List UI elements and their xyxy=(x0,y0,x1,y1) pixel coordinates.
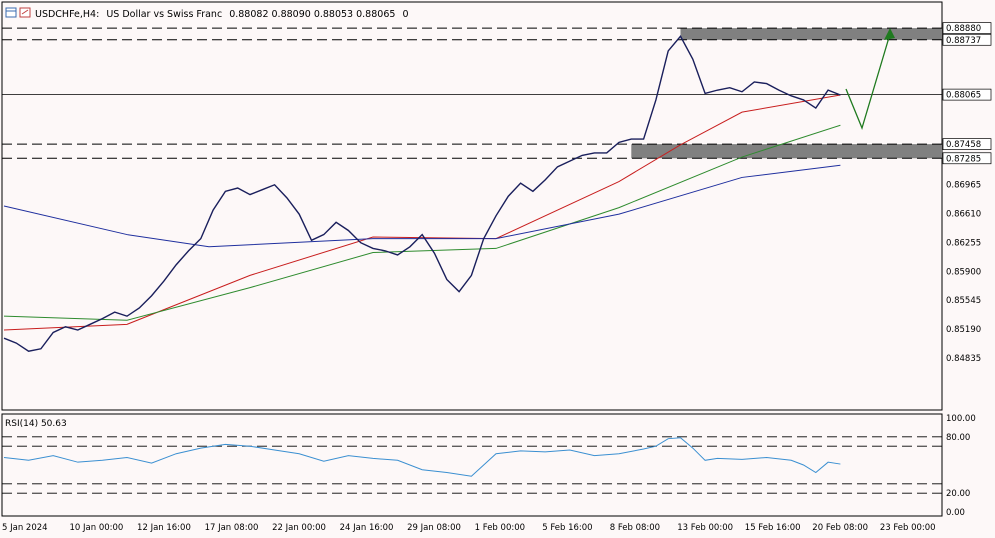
price-zone xyxy=(680,28,942,40)
rsi-caption: RSI(14) 50.63 xyxy=(5,419,67,429)
chart-header: USDCHFe,H4: US Dollar vs Swiss Franc 0.8… xyxy=(5,7,408,20)
time-tick-label: 22 Jan 00:00 xyxy=(272,523,326,533)
price-tag-box xyxy=(942,152,992,165)
time-tick-label: 13 Feb 00:00 xyxy=(677,523,733,533)
rsi-subwindow[interactable] xyxy=(1,413,943,517)
price-tick-label: 0.88065 xyxy=(946,91,981,101)
rsi-tick-label: 80.00 xyxy=(946,433,970,443)
rsi-line xyxy=(3,437,841,477)
time-tick-label: 23 Feb 00:00 xyxy=(880,523,936,533)
main-chart-area[interactable] xyxy=(1,1,943,411)
time-tick-label: 15 Feb 16:00 xyxy=(745,523,801,533)
price-tick-label: 0.84835 xyxy=(946,354,981,364)
price-tick-label: 0.87458 xyxy=(946,140,981,150)
chart-window-icon[interactable] xyxy=(5,7,17,18)
ma-mid-line xyxy=(3,124,841,321)
rsi-tick-label: 20.00 xyxy=(946,489,970,499)
price-zone xyxy=(631,144,942,159)
price-tick-label: 0.87285 xyxy=(946,154,981,164)
time-tick-label: 5 Feb 16:00 xyxy=(542,523,592,533)
price-tick-label: 0.86965 xyxy=(946,180,981,190)
forecast-arrowhead xyxy=(884,28,895,40)
price-tick-label: 0.85545 xyxy=(946,296,981,306)
price-close-line xyxy=(3,35,841,352)
time-tick-label: 20 Feb 08:00 xyxy=(812,523,868,533)
rsi-tick-label: 100.00 xyxy=(946,414,976,424)
time-tick-label: 5 Jan 2024 xyxy=(2,523,48,533)
symbol-description: US Dollar vs Swiss Franc xyxy=(106,9,222,20)
price-tag-box xyxy=(942,33,992,46)
price-tag-box xyxy=(942,22,992,34)
price-tick-label: 0.88737 xyxy=(946,36,981,46)
price-tick-label: 0.86255 xyxy=(946,238,981,248)
time-tick-label: 10 Jan 00:00 xyxy=(70,523,124,533)
time-tick-label: 12 Jan 16:00 xyxy=(137,523,191,533)
time-tick-label: 1 Feb 00:00 xyxy=(475,523,525,533)
price-tick-label: 0.86610 xyxy=(946,209,981,219)
price-tag-box xyxy=(942,138,992,150)
time-tick-label: 17 Jan 08:00 xyxy=(205,523,259,533)
price-tag-box xyxy=(942,88,992,101)
price-tick-label: 0.85190 xyxy=(946,325,981,335)
price-tick-label: 0.88880 xyxy=(946,24,981,34)
ma-slow-line xyxy=(3,164,841,248)
price-tick-label: 0.85900 xyxy=(946,267,981,277)
symbol-label: USDCHFe,H4: xyxy=(35,9,99,20)
time-tick-label: 29 Jan 08:00 xyxy=(407,523,461,533)
forecast-arrow xyxy=(845,33,891,130)
time-tick-label: 8 Feb 08:00 xyxy=(610,523,660,533)
time-tick-label: 24 Jan 16:00 xyxy=(340,523,394,533)
ohlc-extra: 0 xyxy=(402,9,408,20)
rsi-tick-label: 0.00 xyxy=(946,508,965,518)
ohlc-values: 0.88082 0.88090 0.88053 0.88065 xyxy=(229,9,395,20)
svg-text:USDCHFe,H4: US Dollar vs: USDCHFe,H4: US Dollar vs Swiss Franc 0.8… xyxy=(35,9,408,20)
